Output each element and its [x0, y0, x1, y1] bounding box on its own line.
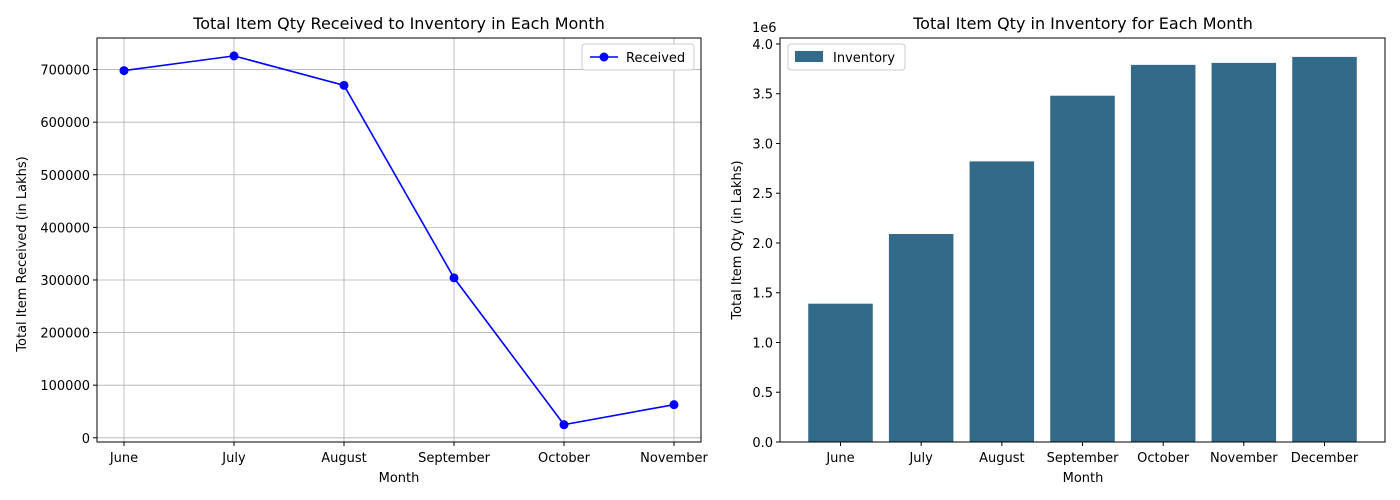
- left-x-tick-label: October: [538, 451, 591, 466]
- left-y-tick-label: 100000: [40, 379, 90, 394]
- left-y-tick-label: 300000: [40, 274, 90, 289]
- right-x-tick-label: August: [979, 451, 1025, 466]
- right-y-tick-label: 4.0: [752, 38, 773, 53]
- left-y-tick-label: 400000: [40, 221, 90, 236]
- right-x-tick-label: October: [1137, 451, 1190, 466]
- inventory-series: [808, 56, 1357, 443]
- right-x-tick-label: July: [908, 451, 933, 466]
- inventory-bar-chart: Total Item Qty in Inventory for Each Mon…: [730, 14, 1386, 486]
- left-legend-box: [581, 43, 695, 71]
- received-point: [559, 420, 569, 430]
- left-y-tick-label: 700000: [40, 64, 90, 79]
- received-point: [229, 51, 239, 61]
- received-line-chart: Total Item Qty Received to Inventory in …: [15, 14, 708, 486]
- left-y-axis: 0 100000 200000 300000 400000 500000 600000 700…: [40, 64, 97, 447]
- right-y-tick-label: 0.0: [752, 436, 773, 451]
- right-x-tick-label: June: [825, 451, 854, 466]
- right-y-tick-label: 2.0: [752, 237, 773, 252]
- left-x-tick-label: June: [109, 451, 138, 466]
- right-y-tick-label: 3.5: [752, 88, 773, 103]
- received-point: [669, 400, 679, 410]
- right-y-axis-label: Total Item Qty (in Lakhs): [730, 160, 745, 320]
- left-plot-frame: [96, 37, 702, 443]
- left-x-tick-label: September: [418, 451, 491, 466]
- inventory-bar: [808, 303, 873, 442]
- right-chart-title: Total Item Qty in Inventory for Each Mon…: [912, 14, 1253, 33]
- left-y-tick-label: 600000: [40, 116, 90, 131]
- right-y-tick-label: 3.0: [752, 137, 773, 152]
- inventory-bar: [1292, 56, 1357, 442]
- right-y-offset-label: 1e6: [752, 21, 777, 36]
- right-legend-label: Inventory: [833, 51, 895, 66]
- right-y-tick-label: 1.0: [752, 336, 773, 351]
- left-x-axis: June July August September October November: [109, 442, 708, 466]
- received-series: [119, 51, 679, 430]
- left-y-tick-label: 500000: [40, 169, 90, 184]
- left-x-tick-label: November: [640, 451, 708, 466]
- right-x-tick-label: November: [1210, 451, 1278, 466]
- left-legend-label: Received: [626, 51, 685, 66]
- inventory-bar: [969, 161, 1035, 442]
- right-x-tick-label: December: [1291, 451, 1359, 466]
- left-chart-title: Total Item Qty Received to Inventory in …: [192, 14, 605, 33]
- left-legend: Received: [581, 43, 695, 71]
- left-legend-marker: [599, 52, 609, 62]
- received-point: [449, 273, 459, 283]
- left-x-tick-label: August: [321, 451, 367, 466]
- right-y-tick-label: 2.5: [752, 187, 773, 202]
- right-x-tick-label: September: [1047, 451, 1120, 466]
- left-y-axis-label: Total Item Received (in Lakhs): [15, 156, 30, 352]
- left-grid: [97, 38, 701, 442]
- left-y-tick-label: 0: [82, 432, 90, 447]
- inventory-bar: [1130, 64, 1196, 442]
- right-plot-frame: [779, 37, 1386, 443]
- right-legend-swatch: [795, 51, 823, 62]
- inventory-bar: [888, 234, 954, 442]
- left-x-axis-label: Month: [379, 471, 420, 486]
- received-point: [339, 80, 349, 90]
- received-line: [123, 55, 675, 426]
- left-y-tick-label: 200000: [40, 327, 90, 342]
- inventory-bar: [1050, 95, 1115, 442]
- right-y-tick-label: 1.5: [752, 287, 773, 302]
- right-legend-box: [787, 43, 906, 71]
- right-y-tick-label: 0.5: [752, 386, 773, 401]
- right-x-axis-label: Month: [1063, 471, 1104, 486]
- right-legend: Inventory: [787, 43, 906, 71]
- received-point: [119, 66, 129, 76]
- right-y-axis: 0.0 0.5 1.0 1.5 2.0 2.5 3.0 3.5 4.0: [752, 38, 780, 451]
- inventory-bar: [1211, 62, 1277, 443]
- right-x-axis: June July August September October November De…: [825, 442, 1359, 466]
- left-x-tick-label: July: [221, 451, 246, 466]
